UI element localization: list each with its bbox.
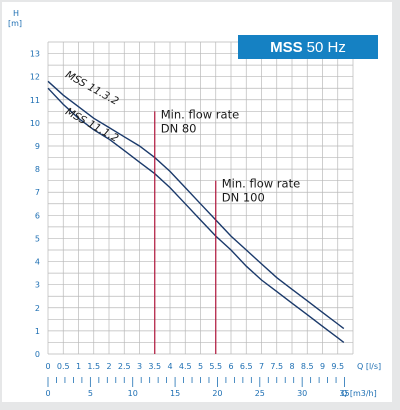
x-tick-label-ls: 9.5: [331, 362, 344, 371]
y-tick-label: 0: [35, 350, 40, 359]
min-flow-label-2-line-1: Min. flow rate: [222, 177, 300, 191]
x-tick-label-ls: 4: [167, 362, 172, 371]
x-tick-label-m3h: 30: [297, 389, 307, 398]
x-tick-label-ls: 1.5: [87, 362, 100, 371]
y-tick-label: 10: [30, 119, 40, 128]
x-tick-label-ls: 8: [289, 362, 294, 371]
x-axis-label-m3h: Q [m3/h]: [341, 389, 377, 398]
x-tick-label-ls: 6.5: [240, 362, 253, 371]
x-tick-label-ls: 5.5: [209, 362, 222, 371]
x-tick-label-ls: 3: [137, 362, 142, 371]
y-axis-unit: [m]: [8, 19, 22, 28]
y-tick-label: 7: [35, 188, 40, 197]
y-tick-label: 5: [35, 234, 40, 243]
x-tick-label-m3h: 20: [212, 389, 222, 398]
chart-card: 0 1 2 3 4 5 6 7 8 9 10 11 12 13 H [m] 0 0.5 1 1.5 2 2.5 3 3.5 4 4…: [2, 2, 392, 402]
chart-title: MSS 50 Hz: [238, 35, 378, 59]
y-tick-label: 9: [35, 142, 40, 151]
min-flow-label-1-line-1: Min. flow rate: [161, 107, 239, 121]
x-tick-label-ls: 7: [259, 362, 264, 371]
x-tick-label-ls: 6: [228, 362, 233, 371]
x-tick-label-m3h: 10: [128, 389, 138, 398]
y-tick-label: 6: [35, 211, 40, 220]
series-line-1: [47, 80, 345, 330]
y-tick-label: 4: [35, 258, 40, 267]
x-tick-label-ls: 2: [106, 362, 111, 371]
x-tick-label-ls: 1: [76, 362, 81, 371]
series-line-2: [47, 87, 345, 343]
x-tick-label-ls: 5: [198, 362, 203, 371]
x-tick-label-m3h: 25: [255, 389, 265, 398]
chart-title-frequency: 50 Hz: [306, 38, 346, 56]
x-tick-label-ls: 2.5: [118, 362, 131, 371]
y-tick-label: 2: [35, 304, 40, 313]
y-tick-label: 3: [35, 281, 40, 290]
x-tick-label-ls: 9: [320, 362, 325, 371]
x-tick-label-ls: 7.5: [270, 362, 283, 371]
x-tick-label-ls: 4.5: [179, 362, 192, 371]
y-tick-label: 13: [30, 50, 40, 59]
y-tick-label: 12: [30, 73, 40, 82]
min-flow-label-2-line-2: DN 100: [222, 191, 265, 205]
y-tick-label: 1: [35, 327, 40, 336]
chart-title-model: MSS: [270, 38, 303, 56]
x-tick-label-m3h: 5: [88, 389, 93, 398]
x-tick-label-m3h: 35: [339, 389, 349, 398]
x-tick-label-ls: 3.5: [148, 362, 161, 371]
min-flow-label-1-line-2: DN 80: [161, 121, 197, 135]
x-tick-label-m3h: 15: [170, 389, 180, 398]
y-tick-label: 8: [35, 165, 40, 174]
y-tick-label: 11: [30, 96, 40, 105]
x-tick-label-ls: 8.5: [301, 362, 314, 371]
x-tick-label-ls: 0.5: [57, 362, 70, 371]
x-tick-label-ls: 0: [45, 362, 50, 371]
x-tick-label-m3h: 0: [45, 389, 50, 398]
x-axis-label-ls: Q [l/s]: [357, 362, 381, 371]
y-axis-label: H: [13, 9, 19, 18]
